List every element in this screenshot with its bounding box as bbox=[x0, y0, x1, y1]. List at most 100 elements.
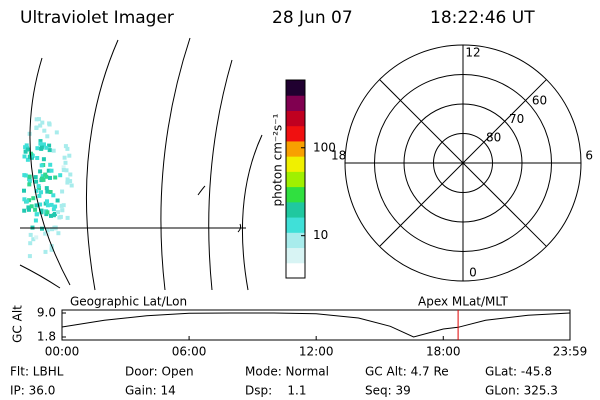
pixel bbox=[26, 205, 31, 210]
pixel bbox=[61, 203, 66, 208]
pixel bbox=[27, 174, 32, 179]
pixel bbox=[22, 173, 27, 178]
pixel bbox=[56, 210, 60, 215]
pixel bbox=[35, 156, 40, 160]
pixel bbox=[68, 172, 73, 177]
mlt-label: 18 bbox=[331, 149, 346, 163]
pixel bbox=[34, 203, 39, 208]
time: 18:22:46 UT bbox=[430, 8, 535, 28]
lat-ring bbox=[403, 103, 523, 223]
pixel bbox=[45, 189, 50, 194]
ring-label: 70 bbox=[509, 112, 524, 126]
pixel bbox=[49, 247, 54, 252]
meridian bbox=[29, 57, 71, 286]
info-field: IP: 36.0 bbox=[10, 384, 55, 398]
pixel bbox=[25, 157, 30, 162]
pixel bbox=[52, 212, 57, 216]
pixel bbox=[47, 121, 52, 126]
color-step bbox=[286, 80, 305, 96]
pixel bbox=[44, 174, 49, 179]
pixel bbox=[39, 208, 44, 213]
map-grid bbox=[19, 37, 263, 291]
pixel bbox=[34, 117, 39, 122]
tick-label: 10 bbox=[313, 228, 328, 242]
meridian bbox=[208, 59, 233, 291]
plot-frame bbox=[61, 309, 571, 341]
info-field: Gain: 14 bbox=[125, 384, 176, 398]
color-step bbox=[286, 95, 305, 111]
mlt-label: 6 bbox=[585, 149, 593, 163]
pixel bbox=[24, 199, 29, 204]
pixel bbox=[48, 162, 53, 167]
meridian bbox=[241, 134, 263, 291]
pixel bbox=[39, 146, 44, 151]
timeline: 9.0 1.800:00 06:00 12:00 18:00 23:59 bbox=[37, 306, 587, 359]
mlt-label: 0 bbox=[469, 266, 477, 280]
pixel bbox=[61, 165, 66, 170]
pixel bbox=[38, 169, 43, 174]
y-tick-label: 1.8 bbox=[37, 330, 56, 344]
ring-label: 80 bbox=[486, 131, 501, 145]
pixel bbox=[44, 145, 49, 150]
pixel bbox=[65, 215, 70, 220]
info-field: Flt: LBHL bbox=[10, 365, 64, 379]
pixel bbox=[29, 204, 34, 209]
pixel bbox=[58, 214, 63, 219]
pixel bbox=[48, 175, 52, 180]
pixel bbox=[46, 168, 51, 173]
pixel bbox=[48, 190, 53, 194]
altitude-line bbox=[61, 312, 571, 338]
pixel bbox=[69, 183, 74, 188]
color-step bbox=[286, 232, 305, 249]
tick-label: 100 bbox=[313, 140, 336, 154]
color-step bbox=[286, 140, 305, 157]
info-field: Door: Open bbox=[125, 365, 194, 379]
mlt-line bbox=[379, 79, 547, 247]
coastline bbox=[197, 185, 206, 196]
pixel bbox=[44, 186, 49, 191]
y-axis-label: GC Alt bbox=[11, 305, 25, 343]
pixel bbox=[34, 188, 39, 193]
pixel bbox=[33, 175, 38, 180]
pixel bbox=[22, 154, 27, 159]
pixel bbox=[63, 144, 68, 149]
pixel bbox=[55, 198, 60, 203]
pixel bbox=[45, 199, 49, 204]
pixel bbox=[64, 168, 69, 173]
pixel bbox=[36, 184, 41, 189]
pixel bbox=[24, 143, 29, 148]
pixel bbox=[38, 141, 43, 146]
pixel bbox=[67, 153, 72, 158]
pixel bbox=[28, 232, 33, 237]
lat-ring bbox=[433, 133, 493, 193]
pixel bbox=[37, 193, 42, 198]
pixel bbox=[38, 123, 43, 128]
pixel bbox=[45, 210, 50, 215]
pixel bbox=[60, 189, 65, 194]
pixel bbox=[45, 134, 50, 139]
pixel bbox=[22, 188, 26, 193]
pixel bbox=[60, 208, 65, 213]
meridian bbox=[160, 37, 191, 291]
title: Ultraviolet Imager bbox=[20, 8, 174, 28]
pixel bbox=[27, 178, 32, 183]
info-field: Seq: 39 bbox=[365, 384, 411, 398]
color-step bbox=[286, 247, 305, 264]
pixel bbox=[31, 196, 36, 201]
pixel bbox=[53, 204, 58, 209]
pixel bbox=[49, 202, 54, 207]
color-step bbox=[286, 171, 305, 188]
pixel bbox=[27, 198, 32, 203]
pixel bbox=[22, 208, 27, 213]
pixel bbox=[62, 155, 67, 160]
apex-label: Apex MLat/MLT bbox=[418, 295, 508, 309]
pixel bbox=[51, 148, 56, 153]
color-step bbox=[286, 217, 305, 233]
pixel bbox=[38, 139, 43, 144]
pixel bbox=[43, 201, 48, 206]
info-field: GLon: 325.3 bbox=[485, 384, 558, 398]
pixel bbox=[51, 193, 56, 198]
color-step bbox=[286, 125, 305, 142]
